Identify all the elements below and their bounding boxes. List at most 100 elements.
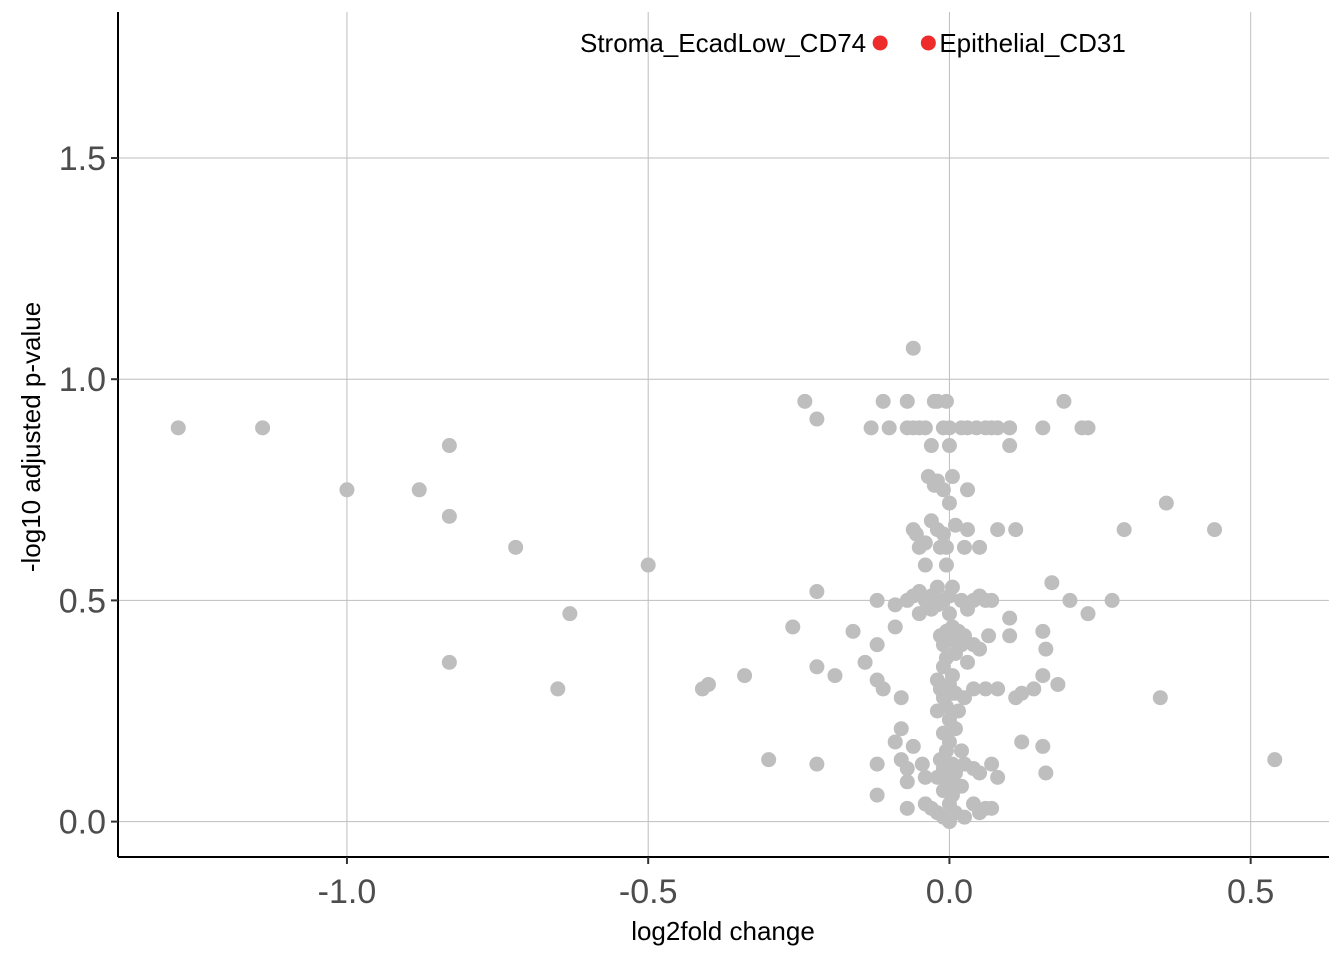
- data-point: [941, 495, 957, 511]
- highlight-point-label: Stroma_EcadLow_CD74: [580, 28, 866, 58]
- x-tick-label: 0.0: [926, 873, 973, 911]
- point-labels: Stroma_EcadLow_CD74 Epithelial_CD31: [580, 28, 1126, 58]
- data-point: [984, 800, 1000, 816]
- data-point: [984, 592, 1000, 608]
- x-axis-title: log2fold change: [631, 916, 815, 946]
- data-point: [1080, 420, 1096, 436]
- data-point: [923, 438, 939, 454]
- data-point: [984, 756, 1000, 772]
- data-point: [893, 690, 909, 706]
- data-point: [905, 340, 921, 356]
- data-point: [990, 522, 1006, 538]
- data-point: [972, 765, 988, 781]
- data-point: [869, 756, 885, 772]
- data-point: [809, 411, 825, 427]
- data-point: [938, 699, 954, 715]
- data-point: [339, 482, 355, 498]
- data-point: [947, 517, 963, 533]
- highlight-point: [872, 35, 888, 51]
- data-point: [411, 482, 427, 498]
- data-point: [881, 420, 897, 436]
- y-axis-title: -log10 adjusted p-value: [16, 302, 46, 572]
- data-point: [1056, 393, 1072, 409]
- data-point: [887, 619, 903, 635]
- data-point: [917, 535, 933, 551]
- data-point: [972, 641, 988, 657]
- data-point: [938, 539, 954, 555]
- data-point: [947, 721, 963, 737]
- data-point: [1062, 592, 1078, 608]
- data-point: [869, 637, 885, 653]
- data-point: [956, 539, 972, 555]
- data-point: [809, 756, 825, 772]
- x-axis-ticks: -1.0 -0.5 0.0 0.5: [318, 857, 1274, 911]
- data-point: [1080, 606, 1096, 622]
- data-point: [905, 738, 921, 754]
- data-point: [893, 721, 909, 737]
- data-point: [950, 703, 966, 719]
- x-tick-label: -0.5: [619, 873, 678, 911]
- data-point: [640, 557, 656, 573]
- data-point: [1002, 628, 1018, 644]
- y-tick-label: 0.0: [59, 804, 106, 842]
- data-point: [1038, 641, 1054, 657]
- data-point: [441, 508, 457, 524]
- data-point: [1008, 522, 1024, 538]
- data-point: [845, 623, 861, 639]
- data-point: [1002, 420, 1018, 436]
- data-point: [960, 482, 976, 498]
- data-point: [972, 539, 988, 555]
- data-point: [1002, 438, 1018, 454]
- data-point: [917, 420, 933, 436]
- data-point: [508, 539, 524, 555]
- data-point: [941, 438, 957, 454]
- data-point: [170, 420, 186, 436]
- data-point: [700, 676, 716, 692]
- data-point: [875, 681, 891, 697]
- data-point: [1035, 738, 1051, 754]
- data-point: [785, 619, 801, 635]
- data-point: [1044, 575, 1060, 591]
- data-point: [899, 393, 915, 409]
- data-point: [914, 756, 930, 772]
- data-point: [956, 809, 972, 825]
- data-point: [1038, 765, 1054, 781]
- data-point: [869, 787, 885, 803]
- data-point: [1158, 495, 1174, 511]
- highlight-point-label: Epithelial_CD31: [939, 28, 1125, 58]
- data-point: [899, 774, 915, 790]
- data-point: [857, 654, 873, 670]
- data-point: [1035, 668, 1051, 684]
- data-point: [863, 420, 879, 436]
- data-point: [981, 628, 997, 644]
- data-point: [1116, 522, 1132, 538]
- highlight-point: [920, 35, 936, 51]
- data-point: [953, 743, 969, 759]
- data-point: [990, 420, 1006, 436]
- data-point: [935, 526, 951, 542]
- data-point: [941, 734, 957, 750]
- data-point: [911, 606, 927, 622]
- data-point: [869, 592, 885, 608]
- data-point: [929, 579, 945, 595]
- y-tick-label: 0.5: [59, 582, 106, 620]
- data-points: [170, 35, 1283, 830]
- data-point: [255, 420, 271, 436]
- data-point: [960, 654, 976, 670]
- data-point: [938, 557, 954, 573]
- data-point: [935, 482, 951, 498]
- data-point: [761, 752, 777, 768]
- data-point: [441, 438, 457, 454]
- data-point: [887, 734, 903, 750]
- data-point: [978, 681, 994, 697]
- data-point: [797, 393, 813, 409]
- x-tick-label: 0.5: [1227, 873, 1274, 911]
- data-point: [737, 668, 753, 684]
- y-axis-ticks: 0.0 0.5 1.0 1.5: [59, 140, 118, 842]
- data-point: [1014, 734, 1030, 750]
- data-point: [917, 557, 933, 573]
- data-point: [990, 681, 1006, 697]
- data-point: [1267, 752, 1283, 768]
- data-point: [441, 654, 457, 670]
